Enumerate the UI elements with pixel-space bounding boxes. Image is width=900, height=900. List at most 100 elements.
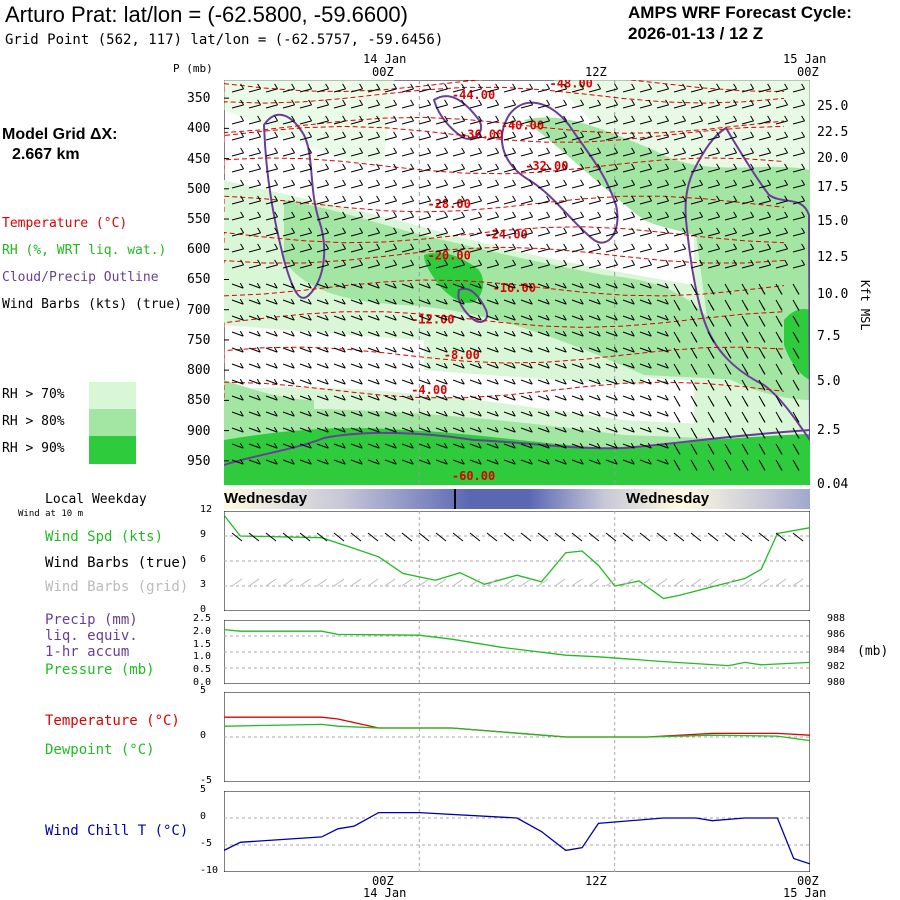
temperature-contour-label: -28.00 [427,197,470,211]
wind-barb [656,378,669,385]
wind-barb [265,83,279,93]
wind-barb [486,83,500,93]
wind-barb [673,299,681,311]
wind-barb [588,211,602,221]
wind-barb [231,426,244,433]
wind-barb [316,298,329,305]
wind-barb [622,243,636,253]
wind-barb [690,115,704,125]
wind-barb [741,379,749,391]
wind-barb [758,179,772,189]
wind-barb [469,298,482,305]
wind-barb [299,394,312,401]
wind-barb [792,299,800,311]
wind-barb [690,379,698,391]
wind-barb [384,426,397,433]
wind-barb [452,259,466,269]
pressure-axis-ticks [224,97,229,462]
wind-barb [469,394,482,401]
wind-barb [673,411,681,423]
wind-barb [605,330,618,337]
surface-wind-barb [452,532,464,587]
wind-barb [656,147,670,157]
wind-barb [452,179,466,189]
wind-barb [435,442,448,449]
surface-wind-barb [333,532,345,587]
wind-barb [384,314,397,321]
cross-section-plot: -48.00 -44.00 -40.00-36.00 -32.00 -28.00 -24.… [224,80,810,485]
wind-barb [724,211,738,221]
wind-barb [435,410,448,417]
wind-barb [724,227,738,237]
temperature-contour-label: -20.00 [427,248,470,262]
wind-barb [469,259,483,269]
wind-barb [231,282,244,289]
wind-barb [418,442,431,449]
wind-barb [231,179,245,189]
wind-barb [741,131,755,141]
wind-barb [452,346,465,353]
wind-barb [792,259,806,269]
wind-barb [792,195,806,205]
wind-barb [520,346,533,353]
wind-barb [741,99,755,109]
wind-barb [571,147,585,157]
wind-barb [367,298,380,305]
wind-barb [486,115,500,125]
height-axis-unit: Kft MSL [858,280,872,331]
wind-barb [707,347,715,359]
wind-barb [656,259,670,269]
wind-barb [452,282,465,289]
wind-barb [656,227,670,237]
temp-axis: -5 0 5 [190,685,220,786]
wind-barb [775,427,783,439]
wind-barb [673,427,681,439]
wind-barb [758,347,766,359]
wind-barb [469,83,483,93]
wind-barb [588,195,602,205]
wind-barb [350,83,364,93]
wind-barb [401,243,415,253]
wind-barb [741,395,749,407]
wind-barb [350,147,364,157]
wind-barb [775,259,789,269]
wind-barb [282,362,295,369]
wind-barb [758,243,772,253]
wind-barb [503,211,517,221]
wind-barb [469,131,483,141]
wind-barb [741,147,755,157]
wind-barb [792,379,800,391]
wind-barb [673,195,687,205]
legend-cloud-outline: Cloud/Precip Outline [2,270,159,285]
wind-barb [588,179,602,189]
surface-wind-barb [282,532,294,587]
wind-barb [639,314,652,321]
wind-barb [282,131,296,141]
wind-barb [775,115,789,125]
wind-barb [673,443,681,455]
cloud-outline [224,95,810,466]
wind-barb [367,362,380,369]
wind-barb [741,283,749,295]
surface-wind-barb [248,532,260,587]
wind-barb [741,459,749,471]
pressure-tick-label: 450 [187,151,211,167]
pressure-tick-label: 650 [187,272,211,288]
wind-barb [690,283,698,295]
wind-barb [350,394,363,401]
wind-barb [571,211,585,221]
wind-barb [554,298,567,305]
wind-barb [639,410,652,417]
wind-barb [486,298,499,305]
wind-barb [469,426,482,433]
series-line [224,514,810,600]
precip-tick-label: 2.5 [193,613,212,624]
surface-wind-barb [571,532,583,587]
wind-barb [724,131,738,141]
surface-wind-barb [605,532,617,587]
wind-barb [707,211,721,221]
wind-barb [605,115,619,125]
weekday-day2: Wednesday [626,490,710,507]
wind-barb [265,378,278,385]
wind-barb [435,99,449,109]
